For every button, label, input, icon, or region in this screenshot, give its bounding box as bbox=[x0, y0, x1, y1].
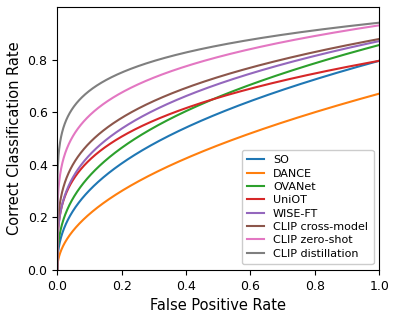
Legend: SO, DANCE, OVANet, UniOT, WISE-FT, CLIP cross-model, CLIP zero-shot, CLIP distil: SO, DANCE, OVANet, UniOT, WISE-FT, CLIP … bbox=[242, 150, 373, 264]
X-axis label: False Positive Rate: False Positive Rate bbox=[150, 298, 286, 313]
Y-axis label: Correct Classification Rate: Correct Classification Rate bbox=[7, 42, 22, 235]
